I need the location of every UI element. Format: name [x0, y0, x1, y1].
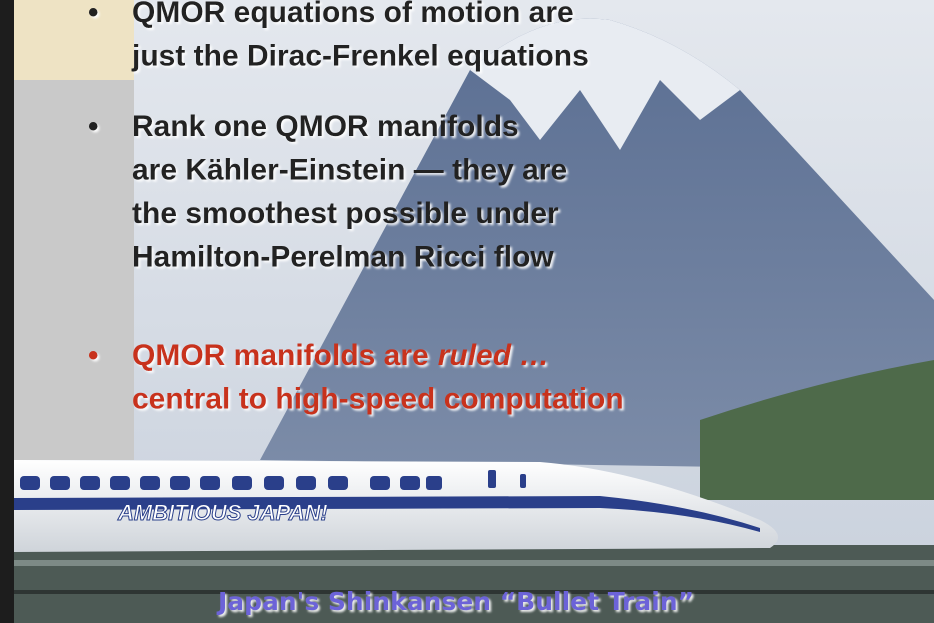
bullet-emphasis: ruled …: [438, 339, 550, 372]
bullet-line: the smoothest possible under: [132, 197, 559, 230]
bullet-marker: •: [88, 339, 99, 372]
slide: AMBITIOUS JAPAN! • QMOR equations of mot…: [0, 0, 934, 623]
bullet-line: Rank one QMOR manifolds: [132, 110, 519, 143]
bullet-marker: •: [88, 110, 99, 143]
bullet-line: QMOR equations of motion are: [132, 0, 574, 29]
bullet-line: are Kähler-Einstein — they are: [132, 154, 567, 187]
caption: Japan's Shinkansen “Bullet Train”: [216, 587, 694, 616]
train-logo: AMBITIOUS JAPAN!: [117, 500, 328, 525]
bullet-line: Hamilton-Perelman Ricci flow: [132, 241, 554, 274]
bullet-marker: •: [88, 0, 99, 29]
bullet-line: just the Dirac-Frenkel equations: [131, 40, 589, 73]
bullet-line: central to high-speed computation: [132, 383, 624, 416]
bullet-list: • QMOR equations of motion are just the D…: [88, 0, 624, 416]
bullet-line: QMOR manifolds are: [132, 339, 429, 372]
